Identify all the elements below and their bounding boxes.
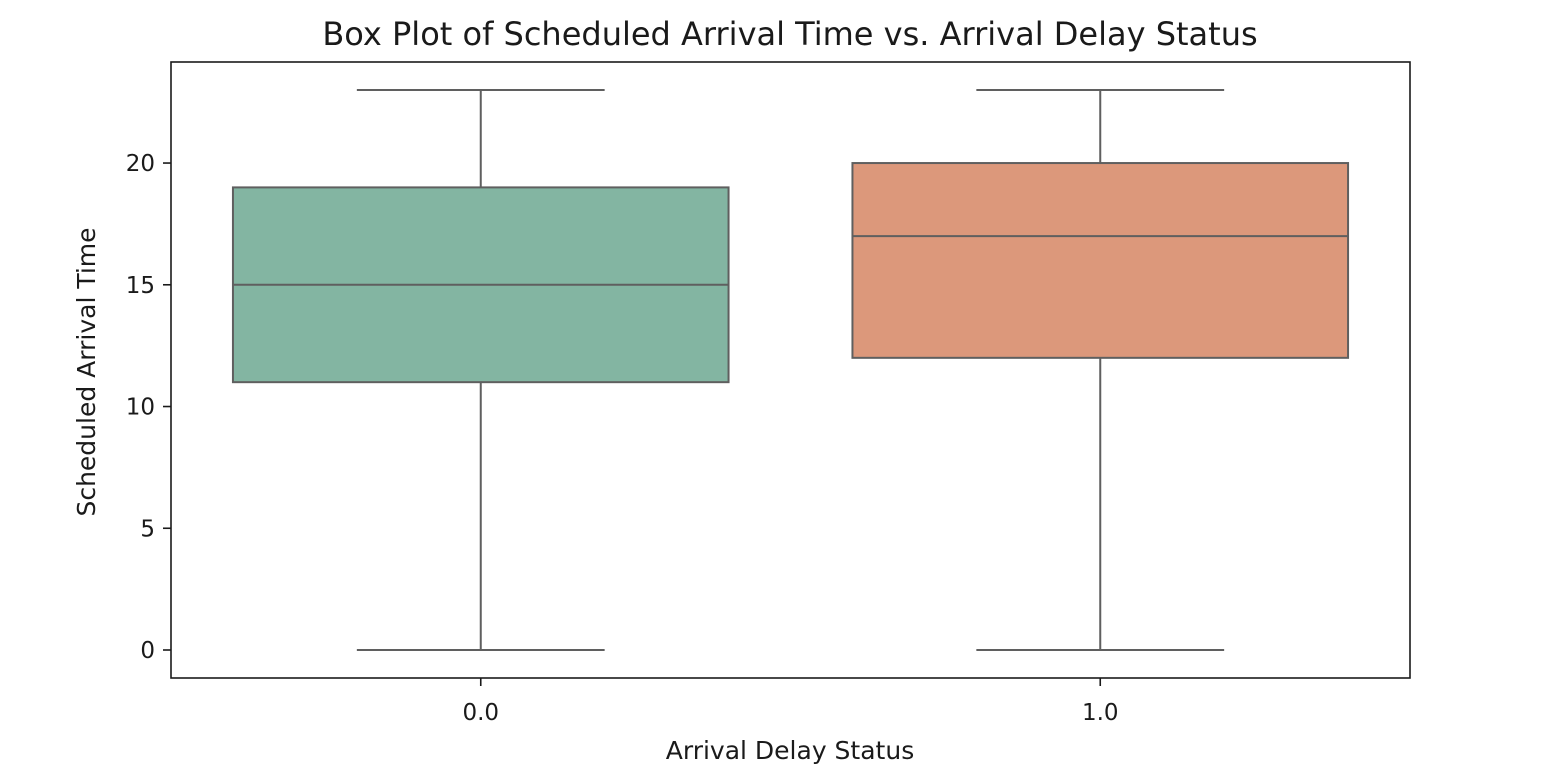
plot-frame — [170, 61, 1411, 679]
y-tick-label: 10 — [126, 395, 155, 421]
y-tick-label: 15 — [126, 273, 155, 299]
y-axis-label: Scheduled Arrival Time — [72, 227, 101, 516]
box-iqr — [851, 162, 1350, 359]
plot-area — [231, 89, 1350, 651]
y-axis: 0 5 10 15 20 — [126, 151, 171, 664]
x-tick-label: 1.0 — [1082, 700, 1119, 726]
x-axis-label: Arrival Delay Status — [666, 736, 914, 765]
x-axis: 0.0 1.0 — [462, 678, 1119, 726]
box-1.0 — [851, 89, 1350, 651]
x-tick-label: 0.0 — [462, 700, 499, 726]
y-tick-label: 20 — [126, 151, 155, 177]
box-0.0 — [231, 89, 730, 651]
y-tick-label: 0 — [140, 638, 155, 664]
chart-title: Box Plot of Scheduled Arrival Time vs. A… — [322, 15, 1257, 53]
y-tick-label: 5 — [140, 516, 155, 542]
